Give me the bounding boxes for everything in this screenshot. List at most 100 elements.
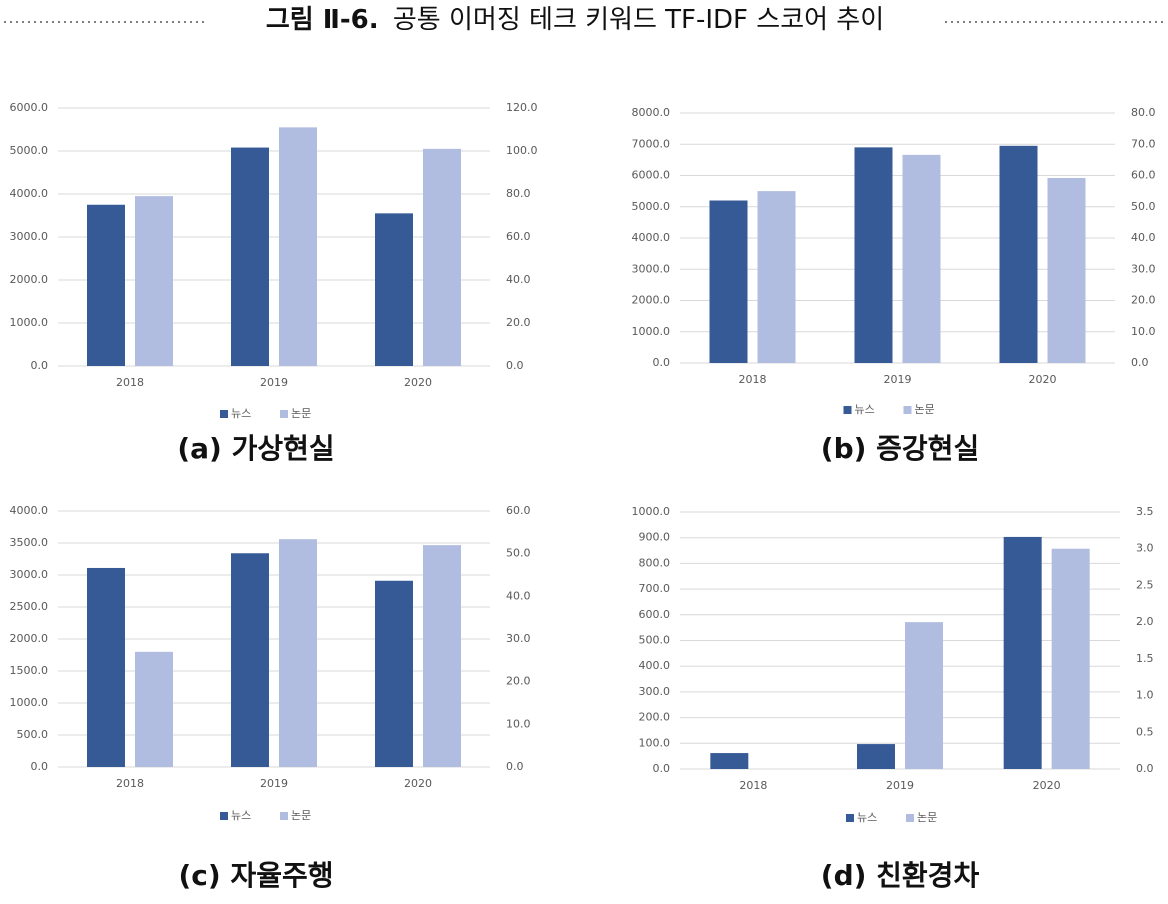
legend-swatch bbox=[906, 814, 914, 822]
y-tick-label: 6000.0 bbox=[10, 101, 49, 114]
bar bbox=[857, 744, 895, 769]
y-tick-label: 3500.0 bbox=[10, 536, 49, 549]
x-tick-label: 2019 bbox=[260, 777, 288, 790]
y2-tick-label: 40.0 bbox=[506, 273, 531, 286]
y-tick-label: 0.0 bbox=[653, 356, 671, 369]
x-tick-label: 2018 bbox=[116, 376, 144, 389]
y-tick-label: 1000.0 bbox=[10, 316, 49, 329]
legend-label: 논문 bbox=[917, 811, 937, 824]
y2-tick-label: 10.0 bbox=[1131, 325, 1156, 338]
legend-label: 뉴스 bbox=[855, 403, 875, 416]
y-tick-label: 3000.0 bbox=[10, 230, 49, 243]
y-tick-label: 3000.0 bbox=[10, 568, 49, 581]
x-tick-label: 2018 bbox=[739, 779, 767, 792]
legend-swatch bbox=[843, 406, 852, 414]
bar bbox=[757, 191, 796, 363]
y-tick-label: 5000.0 bbox=[632, 200, 671, 213]
x-tick-label: 2020 bbox=[1029, 373, 1057, 386]
figure-title-text: 공통 이머징 테크 키워드 TF-IDF 스코어 추이 bbox=[393, 5, 884, 35]
bar bbox=[375, 213, 413, 366]
y-tick-label: 2500.0 bbox=[10, 600, 49, 613]
y-tick-label: 1000.0 bbox=[10, 696, 49, 709]
bar bbox=[1047, 178, 1086, 363]
y2-tick-label: 0.0 bbox=[1136, 762, 1154, 775]
legend-swatch bbox=[280, 410, 288, 418]
x-tick-label: 2018 bbox=[116, 777, 144, 790]
bar bbox=[87, 204, 125, 366]
legend-label: 논문 bbox=[915, 403, 935, 416]
x-tick-label: 2020 bbox=[404, 376, 432, 389]
y2-tick-label: 0.0 bbox=[1131, 356, 1149, 369]
y2-tick-label: 50.0 bbox=[506, 547, 531, 560]
bar bbox=[423, 148, 461, 366]
y2-tick-label: 3.5 bbox=[1136, 505, 1154, 518]
chart-caption: (b) 증강현실 bbox=[821, 432, 979, 465]
y-tick-label: 100.0 bbox=[639, 736, 671, 749]
y2-tick-label: 100.0 bbox=[506, 144, 538, 157]
bar bbox=[902, 154, 941, 363]
y2-tick-label: 0.0 bbox=[506, 359, 524, 372]
legend-label: 뉴스 bbox=[231, 809, 251, 822]
bar bbox=[231, 553, 269, 767]
bar bbox=[135, 651, 173, 767]
y-tick-label: 400.0 bbox=[639, 659, 671, 672]
y2-tick-label: 20.0 bbox=[1131, 294, 1156, 307]
y-tick-label: 2000.0 bbox=[632, 294, 671, 307]
legend-swatch bbox=[220, 410, 228, 418]
x-tick-label: 2020 bbox=[1033, 779, 1061, 792]
y2-tick-label: 120.0 bbox=[506, 101, 538, 114]
y-tick-label: 900.0 bbox=[639, 531, 671, 544]
bar bbox=[1051, 548, 1090, 769]
y-tick-label: 2000.0 bbox=[10, 273, 49, 286]
bar bbox=[1003, 536, 1042, 769]
bar bbox=[87, 567, 125, 767]
bar bbox=[423, 545, 461, 767]
legend-label: 뉴스 bbox=[231, 407, 251, 420]
y-tick-label: 3000.0 bbox=[632, 262, 671, 275]
y-tick-label: 500.0 bbox=[639, 634, 671, 647]
y-tick-label: 200.0 bbox=[639, 711, 671, 724]
bar bbox=[279, 539, 317, 767]
y-tick-label: 700.0 bbox=[639, 582, 671, 595]
x-tick-label: 2020 bbox=[404, 777, 432, 790]
y2-tick-label: 40.0 bbox=[1131, 231, 1156, 244]
bar bbox=[710, 753, 749, 769]
legend-swatch bbox=[280, 812, 288, 820]
bar bbox=[999, 145, 1038, 363]
y-tick-label: 8000.0 bbox=[632, 106, 671, 119]
chart-caption: (a) 가상현실 bbox=[177, 432, 334, 465]
y2-tick-label: 60.0 bbox=[1131, 169, 1156, 182]
bar bbox=[279, 127, 317, 366]
legend-label: 논문 bbox=[291, 809, 311, 822]
chart-caption: (d) 친환경차 bbox=[821, 859, 980, 892]
y2-tick-label: 80.0 bbox=[1131, 106, 1156, 119]
y2-tick-label: 60.0 bbox=[506, 230, 531, 243]
y2-tick-label: 30.0 bbox=[1131, 262, 1156, 275]
bar bbox=[905, 622, 943, 769]
y2-tick-label: 10.0 bbox=[506, 717, 531, 730]
y2-tick-label: 70.0 bbox=[1131, 137, 1156, 150]
y-tick-label: 0.0 bbox=[31, 359, 49, 372]
y-tick-label: 5000.0 bbox=[10, 144, 49, 157]
y-tick-label: 0.0 bbox=[653, 762, 671, 775]
y-tick-label: 1000.0 bbox=[632, 505, 671, 518]
y-tick-label: 4000.0 bbox=[10, 504, 49, 517]
y2-tick-label: 80.0 bbox=[506, 187, 531, 200]
y-tick-label: 1500.0 bbox=[10, 664, 49, 677]
y-tick-label: 4000.0 bbox=[10, 187, 49, 200]
legend-swatch bbox=[903, 406, 912, 414]
legend-swatch bbox=[846, 814, 854, 822]
y2-tick-label: 2.0 bbox=[1136, 615, 1154, 628]
y2-tick-label: 0.0 bbox=[506, 760, 524, 773]
y2-tick-label: 0.5 bbox=[1136, 725, 1154, 738]
y-tick-label: 7000.0 bbox=[632, 137, 671, 150]
y2-tick-label: 50.0 bbox=[1131, 200, 1156, 213]
bar bbox=[135, 196, 173, 366]
bar bbox=[709, 200, 748, 363]
legend-label: 뉴스 bbox=[857, 811, 877, 824]
figure-label: 그림 Ⅱ-6. bbox=[266, 5, 379, 35]
legend-label: 논문 bbox=[291, 407, 311, 420]
legend-swatch bbox=[220, 812, 228, 820]
y-tick-label: 500.0 bbox=[17, 728, 49, 741]
